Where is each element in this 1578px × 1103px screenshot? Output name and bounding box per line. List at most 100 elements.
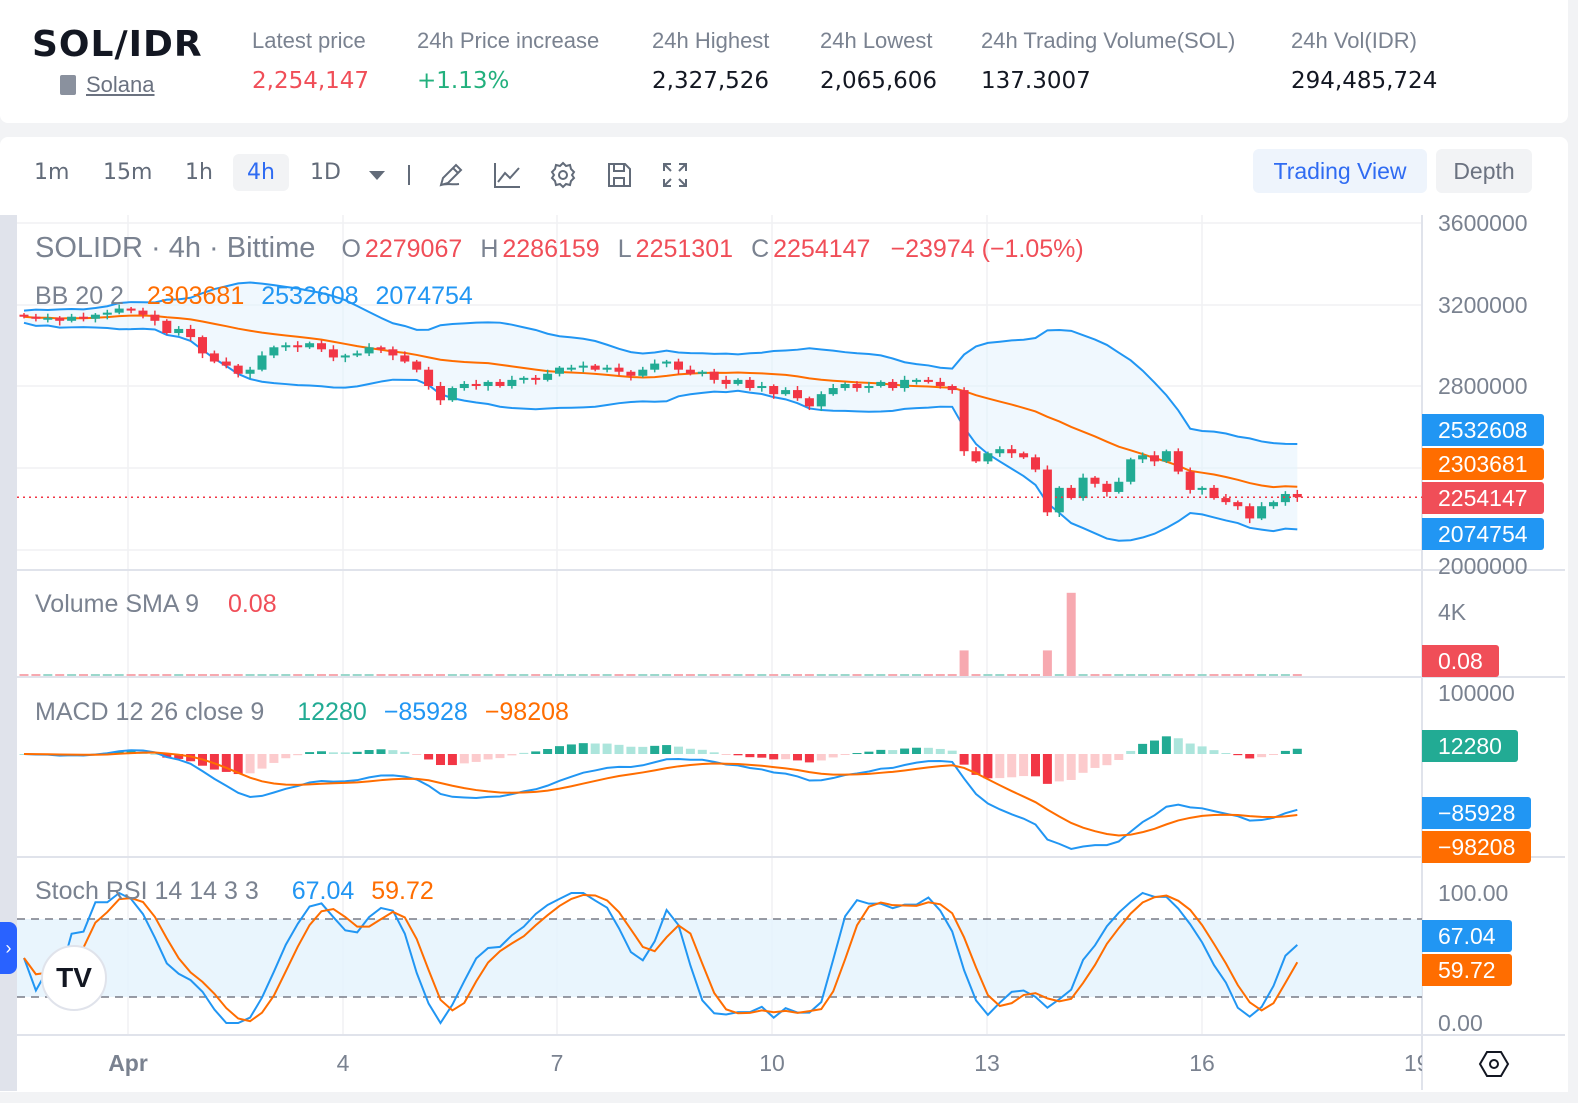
candle-body bbox=[626, 371, 636, 376]
tradingview-logo[interactable]: TV bbox=[41, 945, 107, 1011]
time-label: 16 bbox=[1189, 1050, 1215, 1076]
candle-body bbox=[412, 361, 422, 370]
macd-histogram-bar bbox=[745, 754, 755, 758]
candle-body bbox=[983, 453, 993, 462]
candle-body bbox=[459, 383, 469, 389]
bb-lower-tag: 2074754 bbox=[1422, 518, 1544, 550]
candle-body bbox=[769, 385, 779, 395]
volume-bar bbox=[662, 674, 672, 676]
macd-histogram-bar bbox=[864, 751, 874, 754]
interval-1m[interactable]: 1m bbox=[34, 160, 70, 185]
main-legend: SOLIDR · 4h · Bittime O 2279067 H 2286159 … bbox=[35, 232, 1088, 265]
interval-1d[interactable]: 1D bbox=[310, 160, 341, 185]
pencil-icon[interactable] bbox=[436, 160, 466, 190]
candle-body bbox=[721, 379, 731, 384]
bb-legend: BB 20 2 2303681 2532608 2074754 bbox=[35, 282, 477, 311]
macd-histogram-bar bbox=[174, 754, 184, 759]
macd-histogram-bar bbox=[531, 751, 541, 754]
candle-body bbox=[1257, 506, 1267, 519]
stat-label: 24h Vol(IDR) bbox=[1291, 28, 1417, 53]
coin-link[interactable]: Solana bbox=[60, 72, 155, 98]
stoch-d-tag: 59.72 bbox=[1422, 954, 1512, 986]
open-label: O bbox=[341, 235, 361, 263]
candle-body bbox=[947, 385, 957, 391]
macd-histogram-bar bbox=[959, 754, 969, 765]
macd-histogram-bar bbox=[1031, 754, 1040, 777]
candle-body bbox=[781, 390, 791, 395]
volume-bar bbox=[31, 674, 41, 676]
bb-upper-line bbox=[23, 281, 1298, 446]
volume-bar bbox=[340, 674, 350, 676]
stat-24h-high: 24h Highest 2,327,526 bbox=[652, 28, 769, 94]
macd-histogram-bar bbox=[888, 750, 898, 754]
volume-bar bbox=[650, 674, 660, 676]
candle-body bbox=[424, 369, 434, 386]
interval-4h[interactable]: 4h bbox=[233, 154, 289, 191]
volume-bar bbox=[804, 674, 814, 676]
candle-body bbox=[79, 316, 88, 319]
volume-bar bbox=[1042, 650, 1052, 676]
macd-histogram-bar bbox=[769, 754, 779, 760]
candle-body bbox=[1185, 471, 1195, 490]
macd-histogram-bar bbox=[781, 754, 791, 760]
volume-bar bbox=[328, 674, 338, 676]
chart-settings-icon[interactable] bbox=[1478, 1048, 1510, 1080]
macd-histogram-bar bbox=[1102, 754, 1112, 766]
candle-body bbox=[67, 316, 77, 321]
volume-bar bbox=[174, 674, 184, 676]
candle-body bbox=[31, 316, 41, 319]
volume-bar bbox=[269, 674, 279, 676]
volume-bar bbox=[995, 674, 1005, 676]
macd-label: MACD 12 26 close 9 bbox=[35, 698, 265, 726]
interval-15m[interactable]: 15m bbox=[103, 160, 153, 185]
candle-body bbox=[1269, 502, 1278, 507]
trading-view-button[interactable]: Trading View bbox=[1253, 149, 1427, 193]
price-tick: 3200000 bbox=[1438, 292, 1528, 318]
volume-bar bbox=[400, 674, 410, 676]
expand-toolbar-button[interactable]: › bbox=[0, 922, 17, 974]
volume-bar bbox=[186, 674, 196, 676]
line-chart-icon[interactable] bbox=[492, 160, 522, 190]
volume-bar bbox=[1078, 674, 1088, 676]
candle-body bbox=[43, 317, 53, 320]
candle-body bbox=[281, 345, 291, 348]
macd-histogram-bar bbox=[162, 754, 172, 758]
volume-bar bbox=[317, 674, 326, 676]
price-tick: 2000000 bbox=[1438, 553, 1528, 579]
macd-histogram-bar bbox=[876, 749, 886, 754]
candle-body bbox=[507, 379, 517, 386]
gear-icon[interactable] bbox=[548, 160, 578, 190]
macd-histogram-bar bbox=[471, 754, 481, 762]
macd-histogram-bar bbox=[662, 745, 672, 754]
candle-body bbox=[483, 381, 493, 386]
candle-body bbox=[864, 385, 874, 389]
candle-body bbox=[436, 385, 445, 401]
depth-button[interactable]: Depth bbox=[1436, 149, 1532, 193]
candle-body bbox=[602, 367, 612, 370]
macd-histogram-bar bbox=[1197, 746, 1207, 754]
interval-dropdown-icon[interactable] bbox=[362, 160, 392, 190]
coin-name[interactable]: Solana bbox=[86, 72, 155, 97]
candle-body bbox=[804, 398, 814, 407]
candle-body bbox=[935, 381, 945, 386]
candle-body bbox=[1138, 455, 1148, 460]
macd-histogram-bar bbox=[1114, 754, 1124, 760]
interval-1h[interactable]: 1h bbox=[185, 160, 213, 185]
candle-body bbox=[555, 367, 564, 374]
save-icon[interactable] bbox=[604, 160, 634, 190]
volume-bar bbox=[79, 674, 88, 676]
volume-bar bbox=[150, 674, 160, 676]
candle-body bbox=[674, 361, 683, 370]
candle-body bbox=[364, 347, 374, 354]
macd-signal-tag: −98208 bbox=[1422, 831, 1532, 863]
macd-histogram-bar bbox=[543, 749, 553, 754]
candle-body bbox=[138, 310, 148, 315]
macd-histogram-bar bbox=[257, 754, 267, 769]
volume-bar bbox=[566, 674, 576, 676]
symbol-label: SOLIDR · 4h · Bittime bbox=[35, 232, 316, 264]
fullscreen-icon[interactable] bbox=[660, 160, 690, 190]
volume-bar bbox=[1173, 674, 1183, 676]
candle-body bbox=[1197, 487, 1207, 490]
chevron-right-icon: › bbox=[5, 937, 12, 958]
